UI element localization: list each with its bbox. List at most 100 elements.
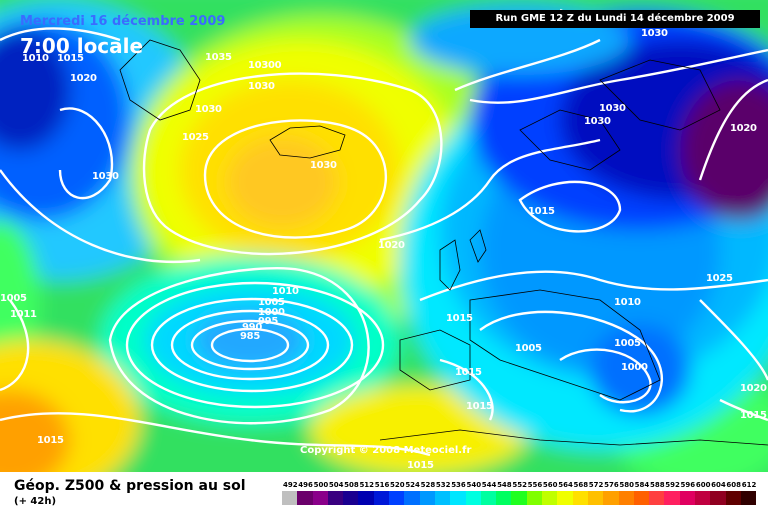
isobar-label: 1020	[740, 383, 767, 394]
legend-value: 504	[328, 481, 344, 489]
copyright-text: Copyright © 2008 Meteociel.fr	[300, 445, 472, 456]
legend-swatch	[297, 491, 313, 505]
legend-value: 532	[435, 481, 451, 489]
legend-swatch	[465, 491, 481, 505]
isobar-label: 1015	[466, 401, 493, 412]
legend-swatch	[649, 491, 665, 505]
legend-value: 540	[466, 481, 482, 489]
legend-value: 588	[649, 481, 665, 489]
isobar-label: 10300	[248, 60, 282, 71]
legend-value: 604	[711, 481, 726, 489]
legend-swatch	[496, 491, 512, 505]
legend-value: 596	[680, 481, 696, 489]
legend-swatch	[679, 491, 696, 505]
legend-swatch	[343, 491, 359, 505]
legend-swatch	[695, 491, 711, 505]
isobar-label: 1005	[614, 338, 641, 349]
isobar-label: 1025	[182, 132, 209, 143]
isobar-label: 1030	[248, 81, 275, 92]
legend-value: 612	[741, 481, 757, 489]
isobar-label: 1030	[641, 28, 668, 39]
legend-value: 560	[542, 481, 558, 489]
isobar-label: 1011	[10, 309, 37, 320]
legend-value: 524	[405, 481, 420, 489]
legend-value: 548	[497, 481, 512, 489]
legend-value: 512	[359, 481, 375, 489]
isobar-label: 1015	[446, 313, 473, 324]
legend-value: 600	[695, 481, 711, 489]
legend-swatch	[450, 491, 466, 505]
isobar-label: 1000	[621, 362, 648, 373]
isobar-label: 1020	[70, 73, 97, 84]
isobar-label: 1010	[614, 297, 641, 308]
chart-title: Géop. Z500 & pression au sol	[14, 478, 246, 494]
isobar-label: 1015	[528, 206, 555, 217]
legend-value: 536	[451, 481, 466, 489]
legend-value: 500	[313, 481, 329, 489]
legend-swatch	[603, 491, 619, 505]
legend-swatch	[542, 491, 558, 505]
isobar-label: 985	[240, 331, 260, 342]
legend-value: 592	[665, 481, 680, 489]
legend-value: 552	[512, 481, 527, 489]
isobar-label: 1015	[407, 460, 434, 471]
legend-value: 496	[298, 481, 313, 489]
legend-swatch	[511, 491, 527, 505]
legend-swatch	[526, 491, 543, 505]
isobar-label: 1020	[730, 123, 757, 134]
weather-map: Mercredi 16 décembre 2009 7:00 locale Ru…	[0, 0, 768, 472]
isobar-label: 1030	[599, 103, 626, 114]
legend-value: 556	[527, 481, 543, 489]
legend-swatch	[480, 491, 497, 505]
forecast-time: 7:00 locale	[20, 34, 144, 58]
legend-swatch	[282, 491, 298, 505]
legend-swatch	[710, 491, 726, 505]
legend-value-labels: 492 496 500 504 508 512 516 520 524 528 532 536 540 5…	[282, 481, 756, 491]
forecast-lead-time: (+ 42h)	[14, 496, 57, 507]
legend-swatch	[557, 491, 573, 505]
isobar-label: 1030	[584, 116, 611, 127]
legend-swatch	[312, 491, 328, 505]
isobar-label: 1015	[455, 367, 482, 378]
isobar-label: 1005	[258, 297, 285, 308]
legend-value: 520	[390, 481, 405, 489]
legend-value: 584	[634, 481, 650, 489]
legend-value: 544	[481, 481, 497, 489]
legend-swatch	[572, 491, 588, 505]
isobar-label: 1030	[310, 160, 337, 171]
legend-swatch	[434, 491, 451, 505]
legend-swatch	[358, 491, 374, 505]
legend-swatch	[373, 491, 390, 505]
map-graphic	[0, 0, 768, 472]
color-scale-bar	[282, 491, 757, 505]
isobar-label: 1005	[515, 343, 542, 354]
isobar-label: 1010	[272, 286, 299, 297]
legend-swatch	[587, 491, 604, 505]
forecast-date: Mercredi 16 décembre 2009	[20, 14, 226, 29]
isobar-label: 990	[242, 322, 262, 333]
model-run-label: Run GME 12 Z du Lundi 14 décembre 2009	[470, 10, 760, 28]
isobar-label: 1030	[92, 171, 119, 182]
legend-swatch	[618, 491, 634, 505]
legend-value: 492	[283, 481, 298, 489]
legend-value: 564	[558, 481, 573, 489]
isobar-label: 1015	[57, 53, 84, 64]
isobar-label: 1000	[258, 307, 285, 318]
legend-swatch	[725, 491, 741, 505]
legend-value: 516	[374, 481, 390, 489]
isobar-label: 1025	[706, 273, 733, 284]
isobar-label: 1020	[378, 240, 405, 251]
legend-swatch	[327, 491, 344, 505]
isobar-label: 995	[258, 316, 278, 327]
isobar-label: 1015	[740, 410, 767, 421]
legend-swatch	[664, 491, 680, 505]
legend-swatch	[404, 491, 420, 505]
legend-value: 576	[604, 481, 619, 489]
legend-value: 568	[573, 481, 589, 489]
legend-value: 528	[420, 481, 436, 489]
legend-swatch	[389, 491, 405, 505]
legend-value: 572	[588, 481, 604, 489]
isobar-label: 1035	[205, 52, 232, 63]
isobar-label: 1005	[0, 293, 27, 304]
legend-swatch	[740, 491, 757, 505]
